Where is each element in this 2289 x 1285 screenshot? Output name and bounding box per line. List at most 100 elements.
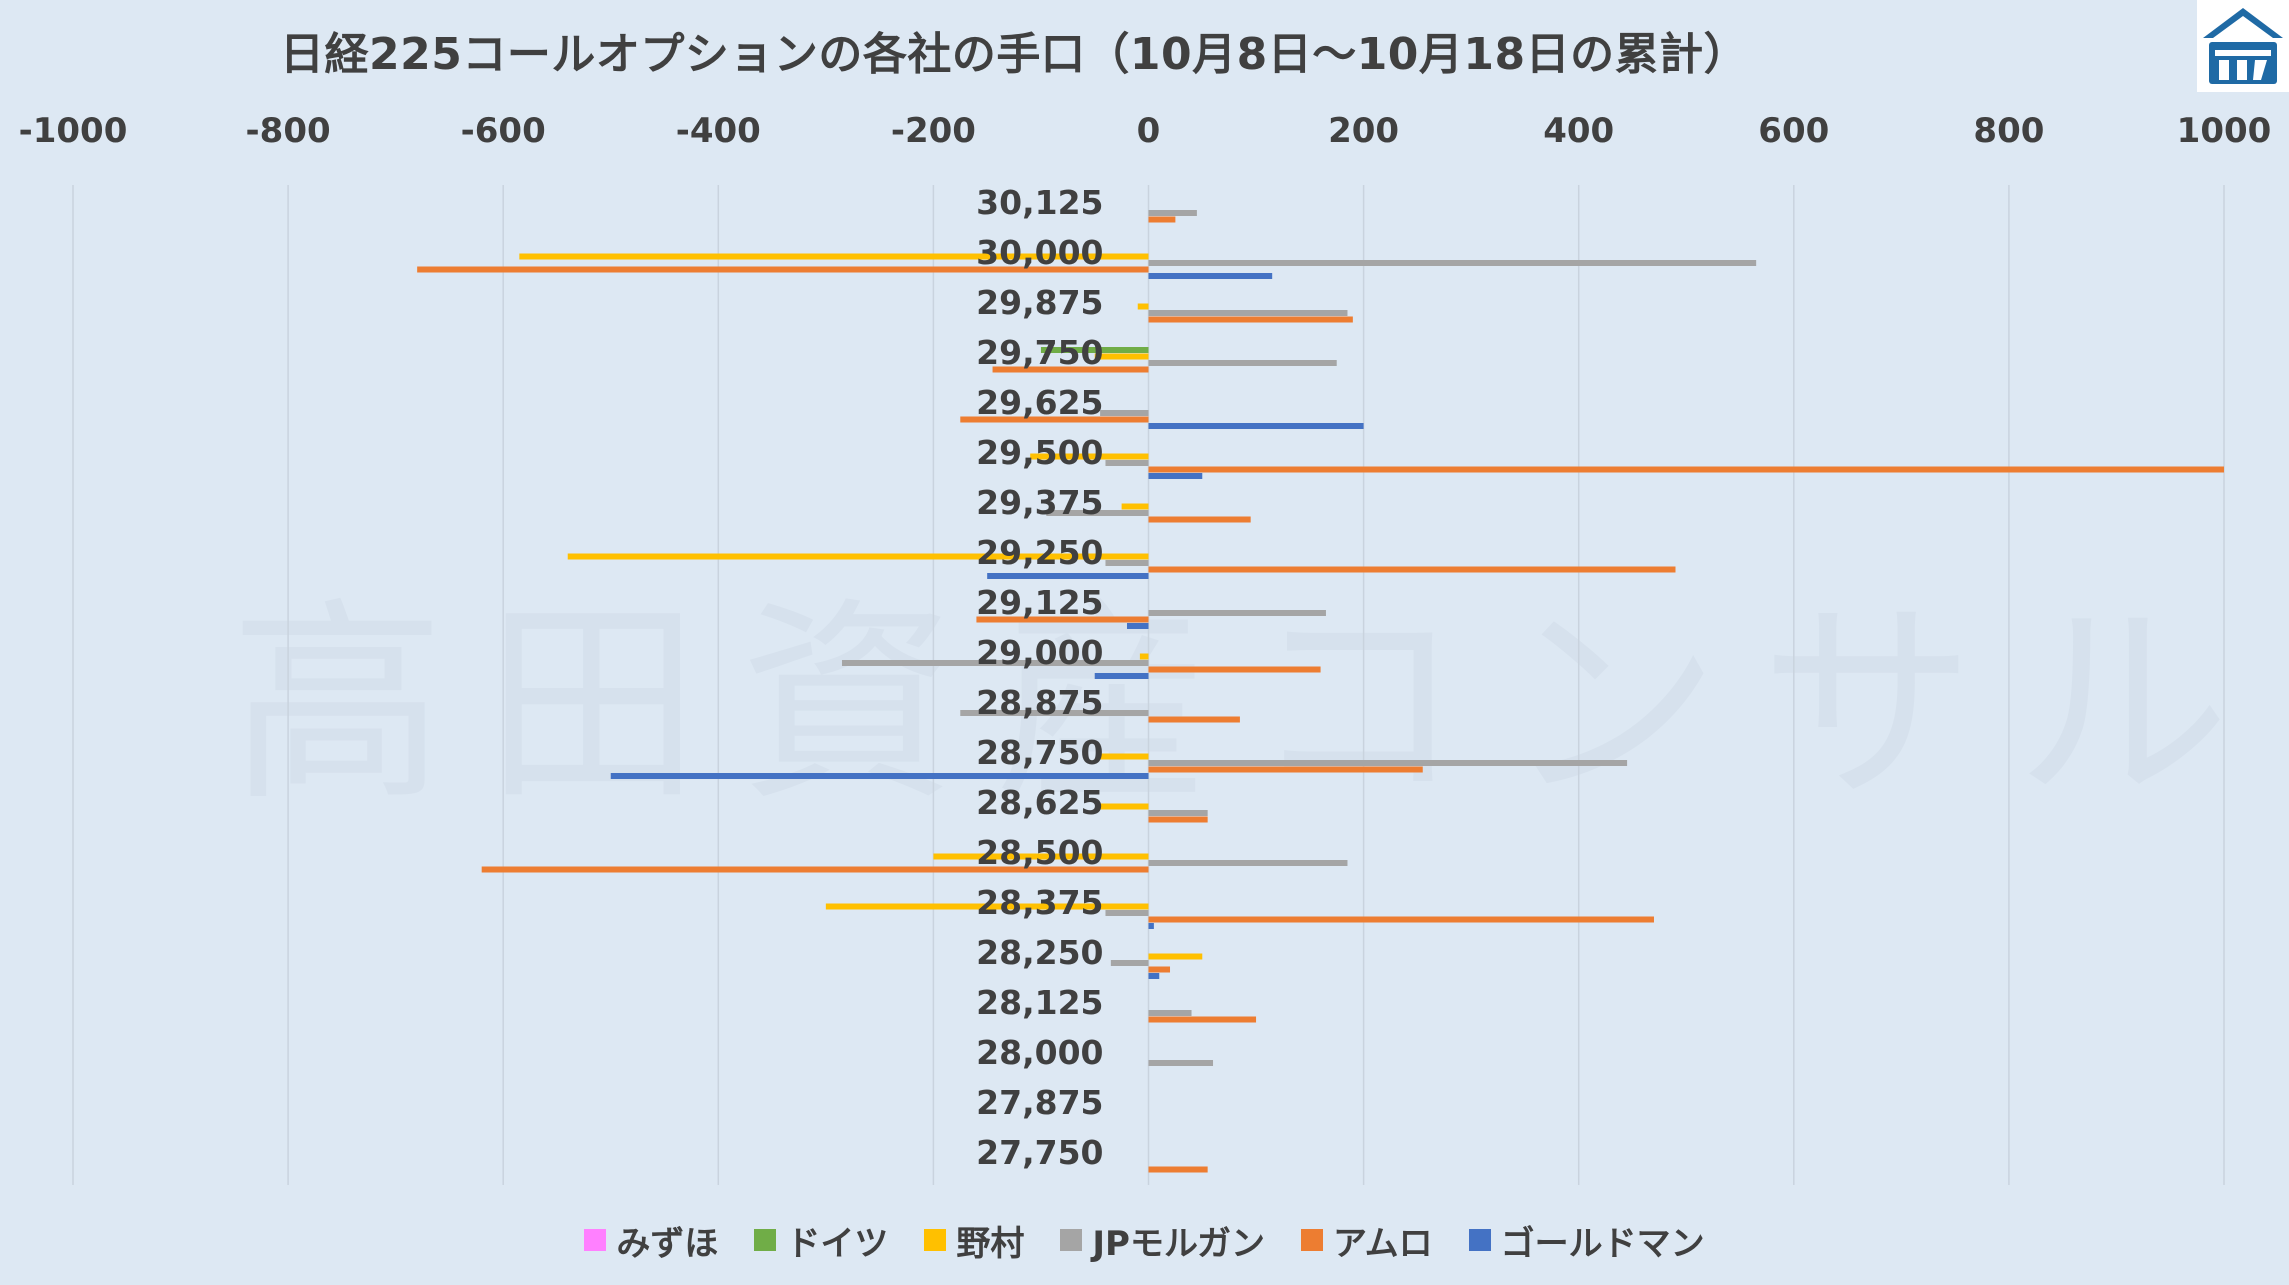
bar-野村-28,250 bbox=[1148, 953, 1203, 960]
category-label: 28,000 bbox=[976, 1033, 1103, 1072]
chart-legend: みずほ ドイツ 野村 JPモルガン アムロ ゴールドマン bbox=[0, 1212, 2289, 1268]
bar-JPモルガン-29,625 bbox=[1100, 410, 1149, 416]
bar-野村-29,500 bbox=[1030, 453, 1149, 460]
bar-ゴールドマン-28,250 bbox=[1148, 973, 1160, 979]
x-tick-label: 600 bbox=[1758, 111, 1829, 151]
legend-item: みずほ bbox=[584, 1216, 718, 1265]
bar-JPモルガン-28,875 bbox=[960, 710, 1149, 716]
bar-JPモルガン-28,750 bbox=[1148, 760, 1628, 766]
x-tick-label: -400 bbox=[676, 111, 761, 151]
category-label: 29,875 bbox=[976, 283, 1103, 322]
category-label: 28,500 bbox=[976, 833, 1103, 872]
bar-アムロ-28,500 bbox=[481, 866, 1149, 873]
category-label: 30,125 bbox=[976, 183, 1103, 222]
bar-ゴールドマン-28,750 bbox=[610, 773, 1149, 779]
x-tick-label: -200 bbox=[891, 111, 976, 151]
bar-野村-29,875 bbox=[1137, 303, 1149, 310]
legend-item: アムロ bbox=[1300, 1216, 1433, 1265]
bar-アムロ-30,125 bbox=[1148, 216, 1176, 223]
x-tick-label: -1000 bbox=[19, 111, 128, 151]
bar-アムロ-27,750 bbox=[1148, 1166, 1208, 1173]
legend-label: ドイツ bbox=[786, 1223, 889, 1264]
category-label: 29,750 bbox=[976, 333, 1103, 372]
x-tick-label: 400 bbox=[1543, 111, 1614, 151]
bar-ゴールドマン-29,500 bbox=[1148, 473, 1203, 479]
bar-アムロ-28,750 bbox=[1148, 766, 1423, 773]
bar-野村-29,375 bbox=[1121, 503, 1149, 510]
category-label: 29,125 bbox=[976, 583, 1103, 622]
category-label: 27,750 bbox=[976, 1133, 1103, 1172]
legend-label: ゴールドマン bbox=[1500, 1223, 1705, 1264]
bar-JPモルガン-28,625 bbox=[1148, 810, 1208, 816]
bar-野村-30,000 bbox=[519, 253, 1149, 260]
bar-野村-28,375 bbox=[825, 903, 1149, 910]
bar-アムロ-28,375 bbox=[1148, 916, 1654, 923]
bar-ゴールドマン-29,000 bbox=[1094, 673, 1149, 679]
brand-logo bbox=[2197, 0, 2289, 92]
bar-JPモルガン-29,500 bbox=[1105, 460, 1149, 466]
x-tick-label: 0 bbox=[1137, 111, 1161, 151]
category-label: 28,125 bbox=[976, 983, 1103, 1022]
bar-アムロ-29,375 bbox=[1148, 516, 1251, 523]
legend-item: ドイツ bbox=[754, 1216, 888, 1265]
chart-plot: -1000 -800 -600 -400 -200 0 200 400 600 800 1000 30… bbox=[19, 111, 2272, 1185]
bar-アムロ-29,250 bbox=[1148, 566, 1676, 573]
category-label: 28,625 bbox=[976, 783, 1103, 822]
bar-野村-28,500 bbox=[933, 853, 1149, 860]
bar-JPモルガン-28,000 bbox=[1148, 1060, 1214, 1066]
legend-swatch bbox=[1300, 1229, 1323, 1251]
x-tick-label: -600 bbox=[461, 111, 546, 151]
category-label: 29,500 bbox=[976, 433, 1103, 472]
category-label: 29,625 bbox=[976, 383, 1103, 422]
bar-アムロ-29,125 bbox=[976, 616, 1149, 623]
legend-swatch bbox=[1060, 1229, 1083, 1251]
legend-swatch bbox=[754, 1229, 777, 1251]
bar-JPモルガン-28,375 bbox=[1105, 910, 1149, 916]
bar-JPモルガン-29,000 bbox=[841, 660, 1149, 666]
bar-アムロ-30,000 bbox=[417, 266, 1149, 273]
legend-item: 野村 bbox=[924, 1216, 1024, 1265]
legend-swatch bbox=[924, 1229, 947, 1251]
legend-swatch bbox=[1468, 1229, 1491, 1251]
x-tick-label: 200 bbox=[1328, 111, 1399, 151]
bar-JPモルガン-28,125 bbox=[1148, 1010, 1192, 1016]
bar-野村-29,000 bbox=[1139, 653, 1149, 660]
category-label: 29,375 bbox=[976, 483, 1103, 522]
bar-アムロ-28,125 bbox=[1148, 1016, 1257, 1023]
category-label: 28,875 bbox=[976, 683, 1103, 722]
bar-アムロ-28,875 bbox=[1148, 716, 1240, 723]
bar-野村-28,750 bbox=[1100, 753, 1149, 760]
bar-JPモルガン-29,125 bbox=[1148, 610, 1326, 616]
bar-ゴールドマン-30,000 bbox=[1148, 273, 1273, 279]
category-label: 28,750 bbox=[976, 733, 1103, 772]
x-tick-label: 800 bbox=[1973, 111, 2044, 151]
chart-title: 日経225コールオプションの各社の手口（10月8日〜10月18日の累計） bbox=[280, 29, 1749, 80]
bar-アムロ-29,875 bbox=[1148, 316, 1353, 323]
category-label: 27,875 bbox=[976, 1083, 1103, 1122]
bar-JPモルガン-28,500 bbox=[1148, 860, 1348, 866]
bar-野村-29,750 bbox=[1094, 353, 1149, 360]
legend-item: ゴールドマン bbox=[1468, 1216, 1705, 1265]
bar-JPモルガン-29,750 bbox=[1148, 360, 1337, 366]
bar-ゴールドマン-28,375 bbox=[1148, 923, 1154, 929]
category-label: 28,375 bbox=[976, 883, 1103, 922]
category-label: 29,250 bbox=[976, 533, 1103, 572]
x-tick-label: -800 bbox=[246, 111, 331, 151]
bar-アムロ-29,625 bbox=[960, 416, 1149, 423]
bar-ゴールドマン-29,625 bbox=[1148, 423, 1364, 429]
x-tick-label: 1000 bbox=[2177, 111, 2272, 151]
bar-JPモルガン-29,875 bbox=[1148, 310, 1348, 316]
legend-swatch bbox=[584, 1229, 607, 1251]
bar-野村-29,250 bbox=[567, 553, 1149, 560]
bar-アムロ-29,500 bbox=[1148, 466, 2224, 473]
category-label: 28,250 bbox=[976, 933, 1103, 972]
legend-label: JPモルガン bbox=[1092, 1223, 1265, 1264]
bar-ゴールドマン-29,125 bbox=[1126, 623, 1149, 629]
bar-JPモルガン-29,375 bbox=[1046, 510, 1149, 516]
legend-label: みずほ bbox=[616, 1223, 719, 1264]
bar-JPモルガン-28,250 bbox=[1110, 960, 1149, 966]
legend-label: アムロ bbox=[1332, 1223, 1433, 1264]
bar-ゴールドマン-29,250 bbox=[987, 573, 1149, 579]
bar-アムロ-29,000 bbox=[1148, 666, 1321, 673]
bar-アムロ-28,250 bbox=[1148, 966, 1171, 973]
